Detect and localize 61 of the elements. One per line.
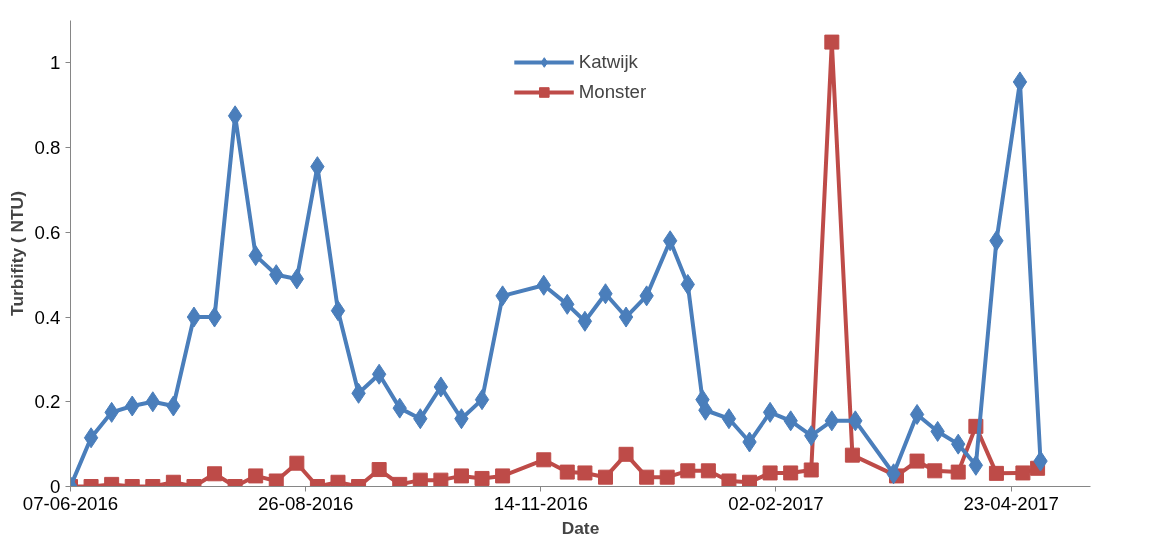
y-tick-label: 0.2	[34, 391, 61, 413]
point	[559, 464, 575, 480]
point	[700, 463, 716, 479]
point	[289, 268, 305, 290]
point	[721, 408, 737, 430]
point	[412, 472, 428, 487]
point	[495, 468, 511, 484]
point	[659, 469, 675, 485]
point	[783, 465, 799, 481]
point	[248, 468, 264, 484]
point	[909, 403, 925, 425]
y-tick-label: 0.8	[34, 137, 61, 159]
x-axis-title: Date	[561, 517, 600, 538]
point	[618, 446, 634, 462]
point	[268, 473, 284, 487]
point	[433, 376, 449, 398]
point	[577, 465, 593, 481]
point	[474, 389, 490, 411]
y-tick-label: 0.6	[34, 221, 61, 243]
x-tick-label: 02-02-2017	[728, 492, 824, 514]
point	[1012, 71, 1028, 93]
y-axis-title: Turbifity ( NTU)	[6, 191, 27, 316]
point	[207, 466, 223, 482]
point	[577, 310, 593, 332]
point	[927, 463, 943, 479]
point	[639, 469, 655, 485]
point	[165, 474, 181, 487]
point	[597, 469, 613, 485]
point	[844, 447, 860, 463]
point	[721, 473, 737, 487]
point	[950, 464, 966, 480]
y-tick-label: 0.4	[34, 306, 61, 328]
point	[968, 454, 984, 476]
point	[453, 468, 469, 484]
point	[762, 401, 778, 423]
point	[803, 462, 819, 478]
point	[186, 306, 202, 328]
point	[662, 230, 678, 252]
x-tick-label: 26-08-2016	[257, 492, 354, 514]
point	[371, 363, 387, 385]
point	[289, 455, 305, 471]
x-tick-label: 23-04-2017	[963, 492, 1059, 514]
point	[536, 452, 552, 468]
point	[433, 472, 449, 487]
point	[988, 465, 1004, 481]
point	[1015, 465, 1031, 481]
legend-label: Monster	[578, 81, 647, 103]
point	[371, 462, 387, 478]
point	[762, 465, 778, 481]
legend-label: Katwijk	[578, 51, 638, 73]
point	[330, 300, 346, 322]
point	[824, 34, 840, 50]
point	[742, 474, 758, 487]
point	[330, 474, 346, 487]
point	[909, 453, 925, 469]
x-tick-label: 14-11-2016	[493, 492, 588, 514]
point	[83, 427, 99, 449]
point	[618, 306, 634, 328]
point	[474, 470, 490, 486]
point	[680, 463, 696, 479]
y-tick-label: 1	[50, 52, 61, 74]
